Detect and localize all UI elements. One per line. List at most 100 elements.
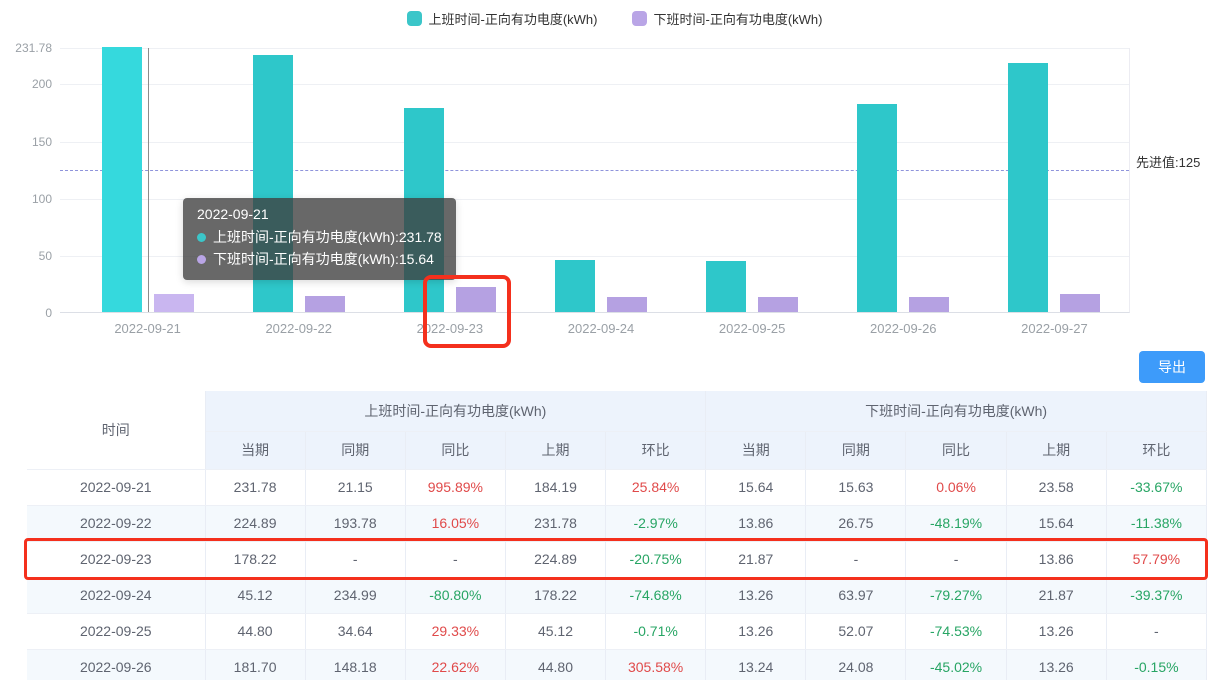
gridline [60,255,1129,257]
sub-header-mom: 环比 [605,431,707,470]
bar-work-time[interactable] [706,260,747,312]
cell-value: -2.97% [605,505,707,542]
cell-value: - [305,541,406,578]
cell-value: -79.27% [905,577,1007,614]
legend-label: 下班时间-正向有功电度(kWh) [653,12,823,27]
cell-value: 178.22 [505,577,607,614]
cell-value: -80.80% [405,577,506,614]
cell-value: 148.18 [305,649,406,680]
legend-item-off-time[interactable]: 下班时间-正向有功电度(kWh) [631,9,823,28]
cell-value: 15.63 [805,469,907,506]
sub-header-previous: 上期 [505,431,607,470]
bar-work-time[interactable] [1008,62,1049,312]
cell-date: 2022-09-25 [27,613,206,650]
cell-value: - [905,541,1007,578]
cell-value: 24.08 [805,649,907,680]
x-axis-label: 2022-09-22 [265,321,332,336]
gridline [60,141,1129,143]
cell-value: - [1106,613,1208,650]
cell-value: 29.33% [405,613,506,650]
bar-work-time[interactable] [857,104,898,312]
cell-value: 21.15 [305,469,406,506]
bar-off-time[interactable] [304,296,345,312]
y-axis-tick: 231.78 [15,41,52,55]
chart-tooltip: 2022-09-21 上班时间-正向有功电度(kWh):231.78 下班时间-正… [183,198,456,280]
bar-work-time[interactable] [555,260,595,312]
table-row-highlighted: 2022-09-23 178.22- -224.89 -20.75% 21.87- -13… [27,541,1208,578]
cell-value: 13.26 [705,577,807,614]
cell-value: 21.87 [1006,577,1107,614]
cell-value: - [405,541,506,578]
cell-value: 26.75 [805,505,907,542]
cell-value: 57.79% [1106,541,1208,578]
x-axis-label: 2022-09-26 [870,321,937,336]
bar-off-time[interactable] [607,296,647,312]
cell-value: 224.89 [505,541,607,578]
x-axis-label: 2022-09-25 [718,321,786,336]
cell-value: 45.12 [205,577,306,614]
cell-value: 44.80 [505,649,607,680]
sub-header-same-period: 同期 [305,431,406,470]
y-axis-tick: 0 [45,306,52,320]
group-header-off-time: 下班时间-正向有功电度(kWh) [705,391,1207,432]
bar-work-time[interactable] [101,47,142,312]
legend-item-work-time[interactable]: 上班时间-正向有功电度(kWh) [406,9,598,28]
gridline [60,198,1129,200]
cell-value: -0.15% [1106,649,1208,680]
chart-legend: 上班时间-正向有功电度(kWh) 下班时间-正向有功电度(kWh) [0,9,1229,28]
cell-value: 995.89% [405,469,506,506]
column-header-time: 时间 [27,391,206,470]
cell-value: 13.26 [1006,613,1107,650]
cell-value: 178.22 [205,541,306,578]
target-line-label: 先进值:125 [1136,155,1201,170]
bar-off-time[interactable] [455,287,496,312]
tooltip-title: 2022-09-21 [197,206,269,222]
legend-marker-teal-icon [406,11,422,26]
sub-header-same-period: 同期 [805,431,907,470]
gridline [60,84,1129,86]
cell-value: 23.58 [1006,469,1107,506]
cell-value: -48.19% [905,505,1007,542]
cell-value: 305.58% [605,649,707,680]
cell-value: 15.64 [1006,505,1107,542]
y-axis-tick: 200 [31,77,52,92]
cell-value: -74.53% [905,613,1007,650]
target-line [60,170,1129,172]
bar-off-time[interactable] [153,294,194,312]
legend-label: 上班时间-正向有功电度(kWh) [428,12,598,27]
cell-value: 13.86 [705,505,807,542]
export-button[interactable]: 导出 [1139,351,1205,383]
x-axis-label: 2022-09-23 [416,321,484,336]
y-axis-tick: 50 [38,248,52,263]
tooltip-series-value: 下班时间-正向有功电度(kWh):15.64 [197,248,442,270]
table-row: 2022-09-24 45.12 234.99 -80.80% 178.22 -74.68… [27,577,1208,614]
table-row: 2022-09-22 224.89 193.78 16.05% 231.78 -2.97%… [27,505,1208,542]
bar-off-time[interactable] [1060,294,1101,312]
sub-header-mom: 环比 [1106,431,1208,470]
bar-off-time[interactable] [758,296,799,312]
series-dot-icon [197,232,206,242]
y-axis-tick: 150 [31,134,52,149]
table-row: 2022-09-25 44.80 34.64 29.33% 45.12 -0.71% 13.… [27,613,1208,650]
cell-value: 13.86 [1006,541,1107,578]
cell-value: -0.71% [605,613,707,650]
x-axis-label: 2022-09-21 [114,321,181,336]
cell-value: 45.12 [505,613,607,650]
table-row: 2022-09-26 181.70 148.18 22.62% 44.80 305.58%… [27,649,1208,680]
cell-date: 2022-09-24 [27,577,206,614]
x-axis-label: 2022-09-27 [1021,321,1088,336]
cell-value: -33.67% [1106,469,1208,506]
cell-value: -45.02% [905,649,1007,680]
sub-header-current: 当期 [205,431,306,470]
legend-marker-purple-icon [631,11,647,26]
energy-bar-chart: 上班时间-正向有功电度(kWh) 下班时间-正向有功电度(kWh) 231.78… [0,9,1229,336]
x-axis-label: 2022-09-24 [567,321,635,336]
cell-value: 25.84% [605,469,707,506]
bar-off-time[interactable] [909,296,950,312]
cell-value: 224.89 [205,505,306,542]
axis-pointer-line [147,48,149,312]
cell-date: 2022-09-23 [27,541,206,578]
cell-value: 181.70 [205,649,306,680]
cell-date: 2022-09-26 [27,649,206,680]
